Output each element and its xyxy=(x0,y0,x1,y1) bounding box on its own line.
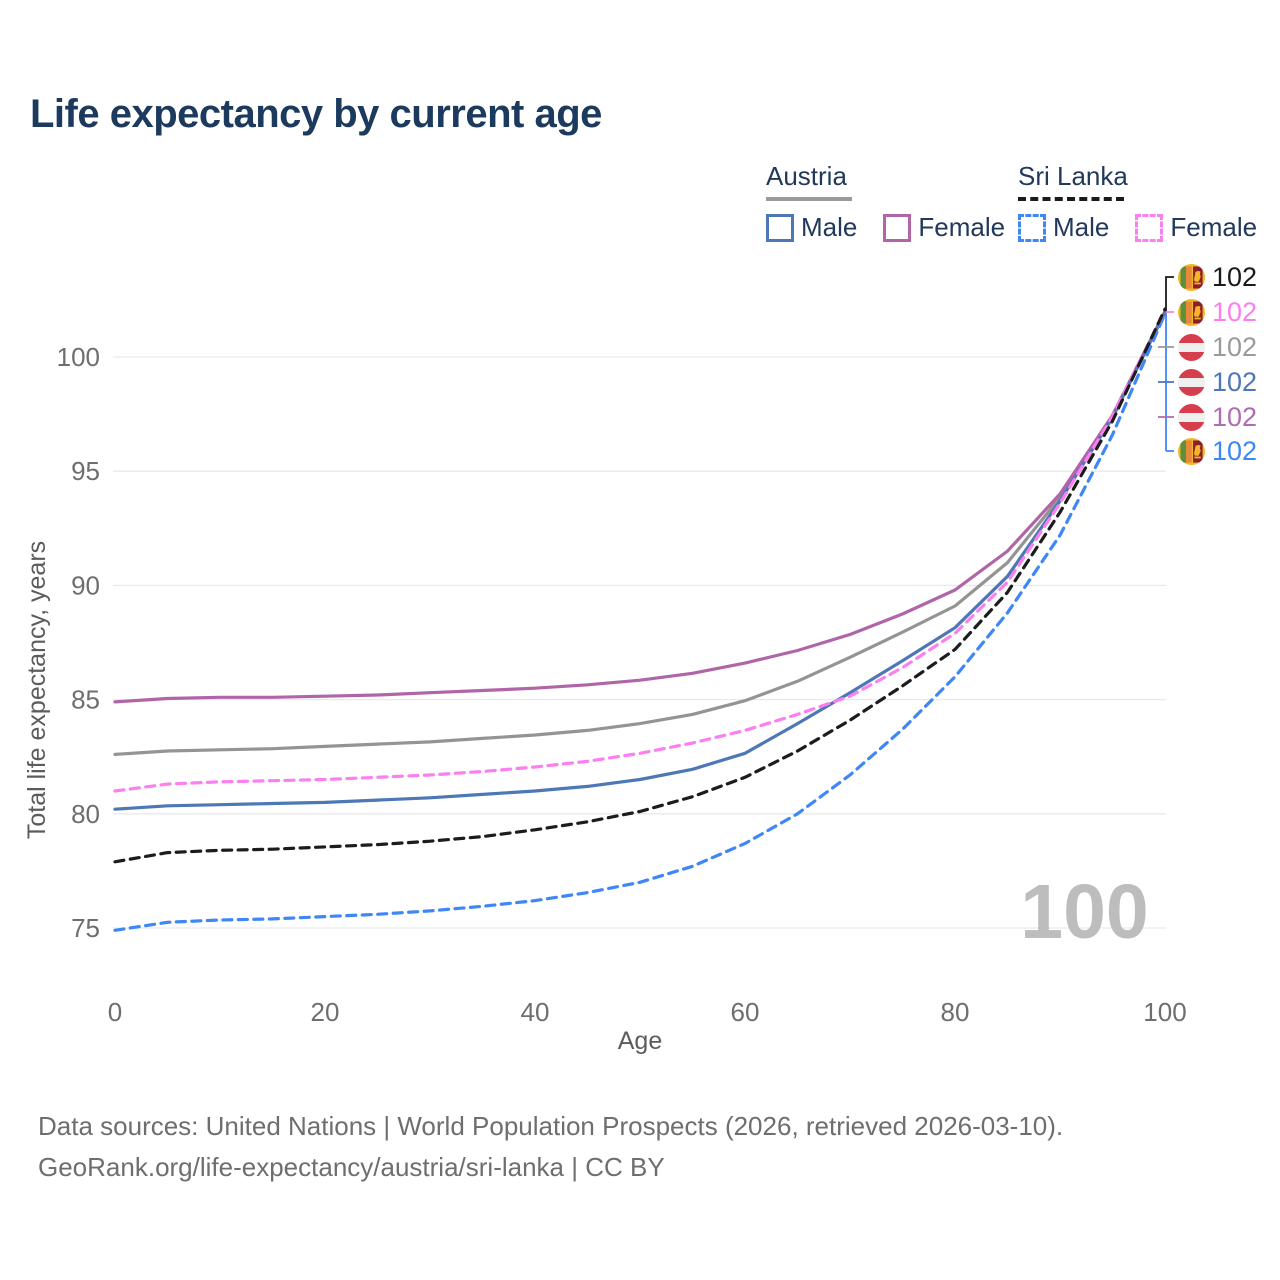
flag-sri-lanka-icon xyxy=(1178,264,1205,291)
page-title: Life expectancy by current age xyxy=(30,92,602,136)
austria-female-swatch-icon xyxy=(883,213,912,242)
sri-lanka-female-swatch-icon xyxy=(1135,213,1164,242)
series-layer xyxy=(113,307,1167,932)
age-frame-watermark: 100 xyxy=(1020,869,1149,955)
data-sources-note: Data sources: United Nations | World Pop… xyxy=(38,1106,1063,1188)
legend-label: Male xyxy=(1053,212,1110,242)
end-value-text: 102 xyxy=(1212,367,1258,397)
end-value-label: 102 xyxy=(1178,367,1257,398)
y-tick-label: 95 xyxy=(71,456,100,486)
connector-sri-lanka-total xyxy=(1165,276,1174,312)
x-tick-label: 80 xyxy=(941,997,970,1027)
x-tick-label: 40 xyxy=(521,997,550,1027)
data-sources-line: Data sources: United Nations | World Pop… xyxy=(38,1111,1064,1141)
legend-label: Male xyxy=(801,212,858,242)
x-axis-title: Age xyxy=(618,1027,662,1055)
series-sri-lanka-male[interactable] xyxy=(113,312,1167,932)
series-sri-lanka-total[interactable] xyxy=(113,307,1167,864)
end-value-label: 102 xyxy=(1178,332,1257,363)
end-value-label: 102 xyxy=(1178,262,1257,293)
legend-label: Female xyxy=(918,212,1006,242)
legend-label: Female xyxy=(1170,212,1258,242)
legend-group-austria: Austria Male Female xyxy=(766,161,1005,243)
legend-item-austria-female[interactable]: Female xyxy=(883,212,1005,243)
legend-item-sri-lanka-male[interactable]: Male xyxy=(1018,212,1109,243)
legend-group-sri-lanka: Sri Lanka Male Female xyxy=(1018,161,1257,243)
y-tick-label: 80 xyxy=(71,799,100,829)
legend-item-sri-lanka-female[interactable]: Female xyxy=(1135,212,1257,243)
legend-country-sri-lanka: Sri Lanka xyxy=(1018,161,1128,191)
end-value-label: 102 xyxy=(1178,297,1257,328)
end-value-label: 102 xyxy=(1178,402,1257,433)
flag-sri-lanka-icon xyxy=(1178,299,1205,326)
end-value-text: 102 xyxy=(1212,436,1258,466)
series-austria-total[interactable] xyxy=(113,309,1167,757)
x-tick-label: 60 xyxy=(731,997,760,1027)
legend-item-austria-male[interactable]: Male xyxy=(766,212,857,243)
x-tick-label: 100 xyxy=(1143,997,1186,1027)
grid-layer xyxy=(113,356,1166,929)
legend-linestyle-sri-lanka xyxy=(1018,197,1124,201)
sri-lanka-male-swatch-icon xyxy=(1018,213,1046,242)
y-tick-label: 85 xyxy=(71,685,100,715)
x-tick-label: 20 xyxy=(311,997,340,1027)
series-austria-male[interactable] xyxy=(113,310,1167,811)
end-value-text: 102 xyxy=(1212,332,1258,362)
x-tick-label: 0 xyxy=(108,997,122,1027)
flag-austria-icon xyxy=(1178,404,1205,431)
end-value-label: 102 xyxy=(1178,436,1257,467)
flag-sri-lanka-icon xyxy=(1178,438,1205,465)
y-tick-label: 75 xyxy=(71,913,100,943)
y-tick-label: 100 xyxy=(57,342,100,372)
series-austria-female[interactable] xyxy=(113,309,1167,704)
austria-male-swatch-icon xyxy=(766,213,794,242)
series-sri-lanka-female[interactable] xyxy=(113,308,1167,793)
flag-austria-icon xyxy=(1178,369,1205,396)
legend-linestyle-austria xyxy=(766,197,852,201)
end-value-text: 102 xyxy=(1212,262,1258,292)
flag-austria-icon xyxy=(1178,334,1205,361)
end-value-text: 102 xyxy=(1212,402,1258,432)
y-axis-title: Total life expectancy, years xyxy=(23,541,51,839)
tick-layer: 75 80 85 90 95 100 0 20 40 60 80 100 xyxy=(57,342,1187,1027)
y-tick-label: 90 xyxy=(71,570,100,600)
connector-layer xyxy=(1158,276,1174,452)
end-value-text: 102 xyxy=(1212,297,1258,327)
legend-country-austria: Austria xyxy=(766,161,847,191)
attribution-line: GeoRank.org/life-expectancy/austria/sri-… xyxy=(38,1152,665,1182)
